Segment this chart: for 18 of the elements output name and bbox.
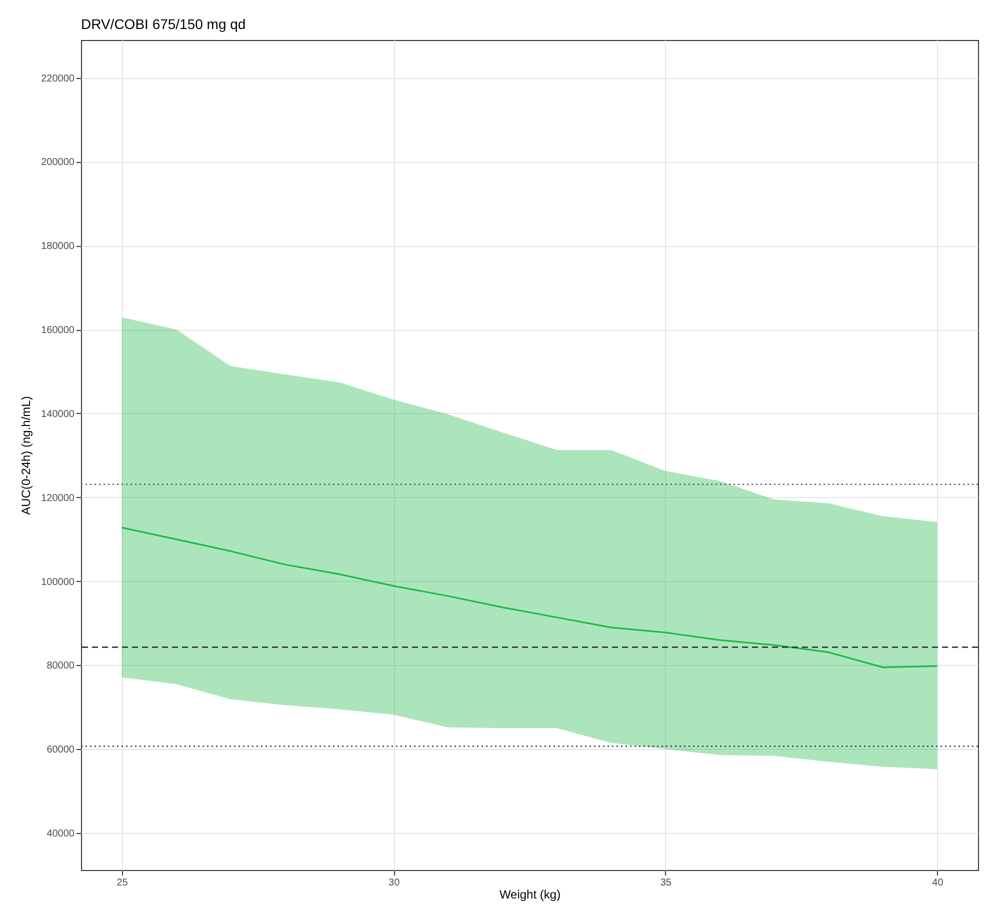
y-tick-label: 120000 bbox=[41, 492, 75, 504]
x-tick-label: 25 bbox=[116, 878, 128, 888]
y-tick-label: 180000 bbox=[41, 241, 75, 252]
y-tick-label: 140000 bbox=[41, 408, 75, 420]
y-tick-label: 40000 bbox=[46, 828, 75, 840]
x-tick-label: 40 bbox=[932, 878, 944, 888]
y-tick-label: 220000 bbox=[41, 73, 75, 84]
x-tick-label: 30 bbox=[388, 878, 400, 888]
y-tick-label: 80000 bbox=[46, 660, 75, 672]
y-tick-label: 60000 bbox=[46, 744, 75, 756]
line-series bbox=[120, 526, 938, 668]
chart-title: DRV/COBI 675/150 mg qd bbox=[81, 16, 246, 32]
x-axis-title: Weight (kg) bbox=[499, 888, 561, 902]
x-tick-label: 35 bbox=[660, 878, 672, 888]
y-tick-label: 160000 bbox=[41, 325, 75, 336]
y-tick-label: 100000 bbox=[41, 576, 75, 588]
y-axis-title: AUC(0-24h) (ng.h/mL) bbox=[19, 396, 34, 515]
y-tick-label: 200000 bbox=[41, 157, 75, 168]
